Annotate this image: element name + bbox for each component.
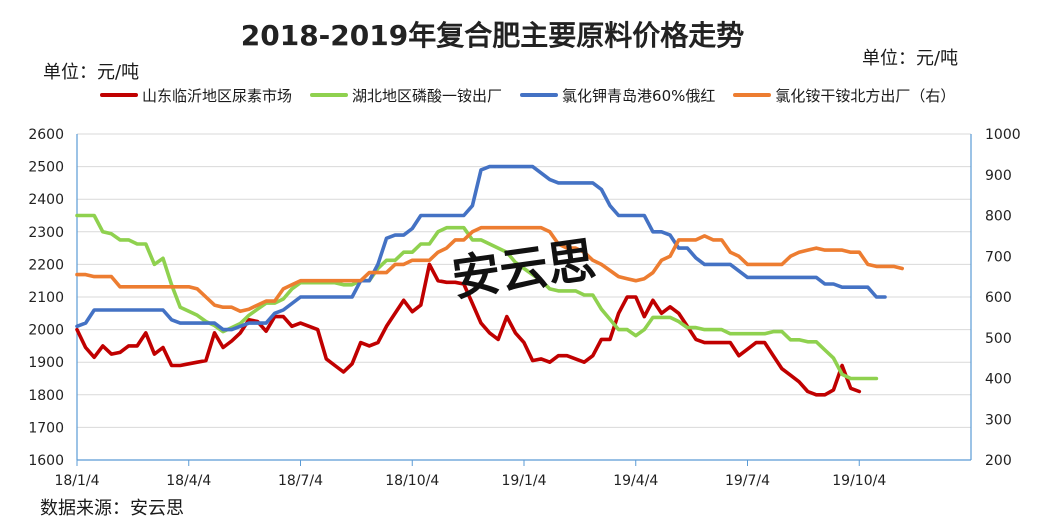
y-right-tick-label: 1000 xyxy=(985,127,1021,143)
legend-label: 湖北地区磷酸一铵出厂 xyxy=(352,86,503,105)
legend-item-kcl: 氯化钾青岛港60%俄红 xyxy=(520,85,715,106)
tick-labels: 1600 1700 1800 1900 2000 2100 2200 2300 2400 2500… xyxy=(28,127,1020,489)
legend-item-map: 湖北地区磷酸一铵出厂 xyxy=(310,85,502,106)
y-left-tick-label: 1600 xyxy=(28,453,64,469)
legend-swatch xyxy=(310,93,349,97)
y-left-tick-label: 1900 xyxy=(28,355,64,371)
legend-swatch xyxy=(520,93,559,97)
axes xyxy=(76,134,972,466)
data-source-note: 数据来源：安云思 xyxy=(40,498,184,519)
left-axis-unit: 单位：元/吨 xyxy=(43,62,140,83)
y-left-tick-label: 2500 xyxy=(28,160,64,176)
y-left-tick-label: 2300 xyxy=(28,225,64,241)
x-tick-label: 18/7/4 xyxy=(278,473,323,489)
y-left-tick-label: 2200 xyxy=(28,257,64,273)
x-tick-label: 19/1/4 xyxy=(501,473,546,489)
y-right-tick-label: 500 xyxy=(985,331,1012,347)
y-right-tick-label: 900 xyxy=(985,168,1012,184)
series-line-2 xyxy=(75,164,887,332)
series-line-0 xyxy=(75,262,862,397)
y-right-tick-label: 700 xyxy=(985,249,1012,265)
y-left-tick-label: 1700 xyxy=(28,420,64,436)
series-lines xyxy=(75,164,905,397)
x-tick-label: 19/7/4 xyxy=(725,473,770,489)
legend-swatch xyxy=(733,93,772,97)
y-right-tick-label: 200 xyxy=(985,453,1012,469)
legend-item-nh4cl: 氯化铵干铵北方出厂（右） xyxy=(733,85,955,106)
series-line-3 xyxy=(75,225,905,314)
x-tick-label: 19/10/4 xyxy=(832,473,886,489)
y-left-tick-label: 2100 xyxy=(28,290,64,306)
gridlines xyxy=(77,133,971,461)
x-tick-label: 19/4/4 xyxy=(613,473,658,489)
y-right-tick-label: 600 xyxy=(985,290,1012,306)
legend-item-urea: 山东临沂地区尿素市场 xyxy=(100,85,292,106)
legend-swatch xyxy=(100,93,138,97)
legend-label: 山东临沂地区尿素市场 xyxy=(142,86,293,105)
y-left-tick-label: 1800 xyxy=(28,388,64,404)
right-axis-unit: 单位：元/吨 xyxy=(862,48,959,69)
y-right-tick-label: 300 xyxy=(985,412,1012,428)
x-tick-label: 18/10/4 xyxy=(385,473,439,489)
y-left-tick-label: 2600 xyxy=(28,127,64,143)
y-left-tick-label: 2000 xyxy=(28,323,64,339)
y-right-tick-label: 800 xyxy=(985,209,1012,225)
chart-legend: 山东临沂地区尿素市场 湖北地区磷酸一铵出厂 氯化钾青岛港60%俄红 氯化铵干铵北… xyxy=(100,84,973,106)
chart-title: 2018-2019年复合肥主要原料价格走势 xyxy=(240,19,745,52)
y-left-tick-label: 2400 xyxy=(28,192,64,208)
legend-label: 氯化铵干铵北方出厂（右） xyxy=(775,86,956,105)
y-right-tick-label: 400 xyxy=(985,372,1012,388)
x-tick-label: 18/4/4 xyxy=(166,473,211,489)
x-tick-label: 18/1/4 xyxy=(54,473,99,489)
legend-label: 氯化钾青岛港60%俄红 xyxy=(562,86,716,105)
